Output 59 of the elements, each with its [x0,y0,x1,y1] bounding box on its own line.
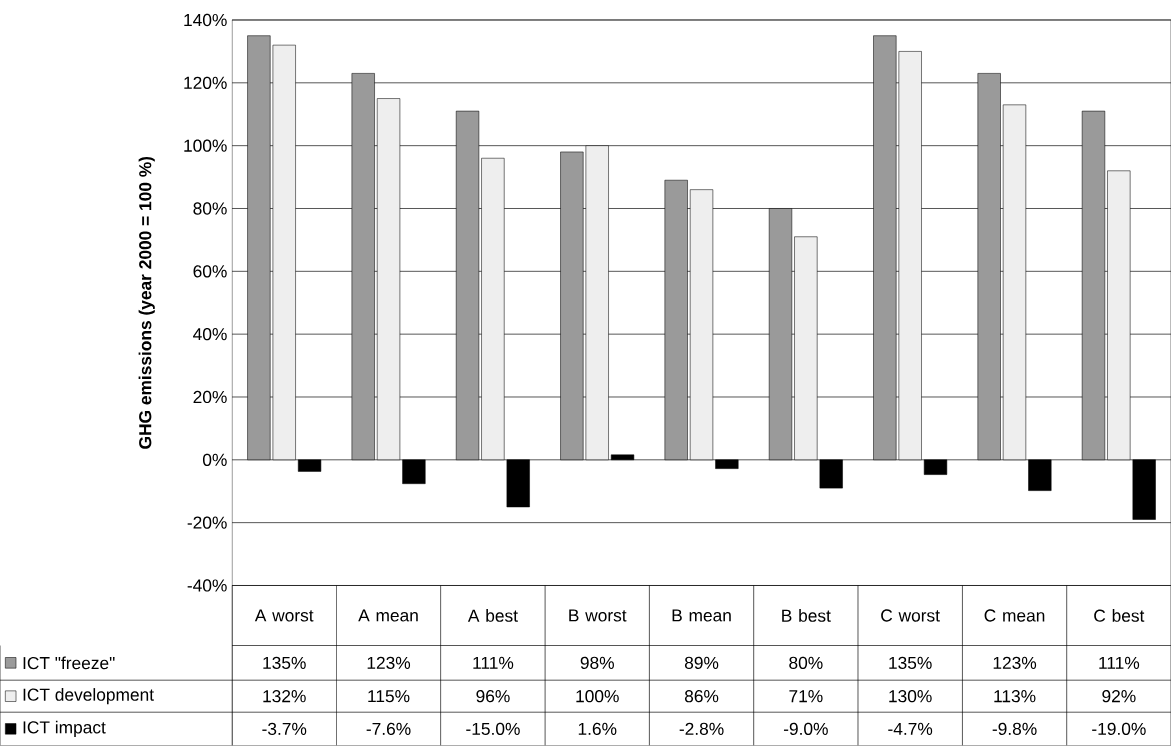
x-tick-label: A best [467,609,518,623]
data-label: 135% [889,656,932,670]
data-label: 86% [684,690,719,703]
data-label: -9.8% [992,722,1037,736]
data-label: 96% [476,690,510,703]
data-label: 132% [263,690,306,703]
data-label: -15.0% [466,722,520,736]
x-tick-label: C mean [984,609,1045,622]
y-tick-label: 20% [193,391,227,404]
y-tick-label: 60% [193,265,227,278]
y-tick-label: 120% [184,76,227,90]
y-tick-label: 140% [184,14,227,27]
data-label: 71% [789,690,823,703]
data-label: 1.6% [578,722,617,736]
data-label: 98% [580,656,614,670]
bar [664,180,688,461]
data-label: 100% [576,690,619,703]
data-label: 92% [1102,690,1136,703]
bar [1028,459,1052,492]
data-label: 123% [367,656,411,670]
x-tick-label: B worst [569,609,627,622]
data-label: 111% [473,657,514,670]
data-label: 123% [993,656,1037,670]
data-label: 80% [789,656,823,670]
legend-label: ICT "freeze" [23,656,115,670]
y-tick-label: 40% [193,328,227,341]
data-label: -4.7% [888,723,933,736]
x-tick-label: A mean [358,609,418,622]
data-label: 113% [994,690,1036,703]
bar [610,454,635,461]
bar [351,73,375,461]
data-label: -3.7% [262,722,307,736]
bar [1002,104,1027,461]
legend-label: ICT development [23,688,154,705]
data-label: -7.6% [366,722,411,736]
x-tick-label: C best [1094,609,1145,623]
bar [297,459,322,472]
y-tick-label: 80% [193,202,227,215]
x-tick-label: B best [782,609,831,623]
data-label: -19.0% [1092,722,1146,736]
data-label: -9.0% [783,722,828,736]
bar [1081,111,1106,461]
bar [977,73,1001,461]
bar [923,459,948,476]
data-label: 111% [1099,657,1140,670]
y-tick-label: -20% [187,516,227,530]
y-tick-label: 0% [202,453,227,467]
y-tick-label: 100% [184,139,227,153]
y-tick-label: -40% [187,579,227,592]
x-tick-label: A worst [254,609,314,622]
data-label: 135% [263,656,306,670]
y-axis-title: GHG emissions (year 2000 = 100 %) [138,157,155,449]
x-tick-label: B mean [672,609,731,622]
legend-label: ICT impact [23,721,106,738]
data-label: 89% [684,656,719,670]
data-label: 115% [368,690,410,703]
data-label: -2.8% [679,722,724,736]
x-tick-label: C worst [881,609,940,622]
data-label: 130% [889,690,932,703]
